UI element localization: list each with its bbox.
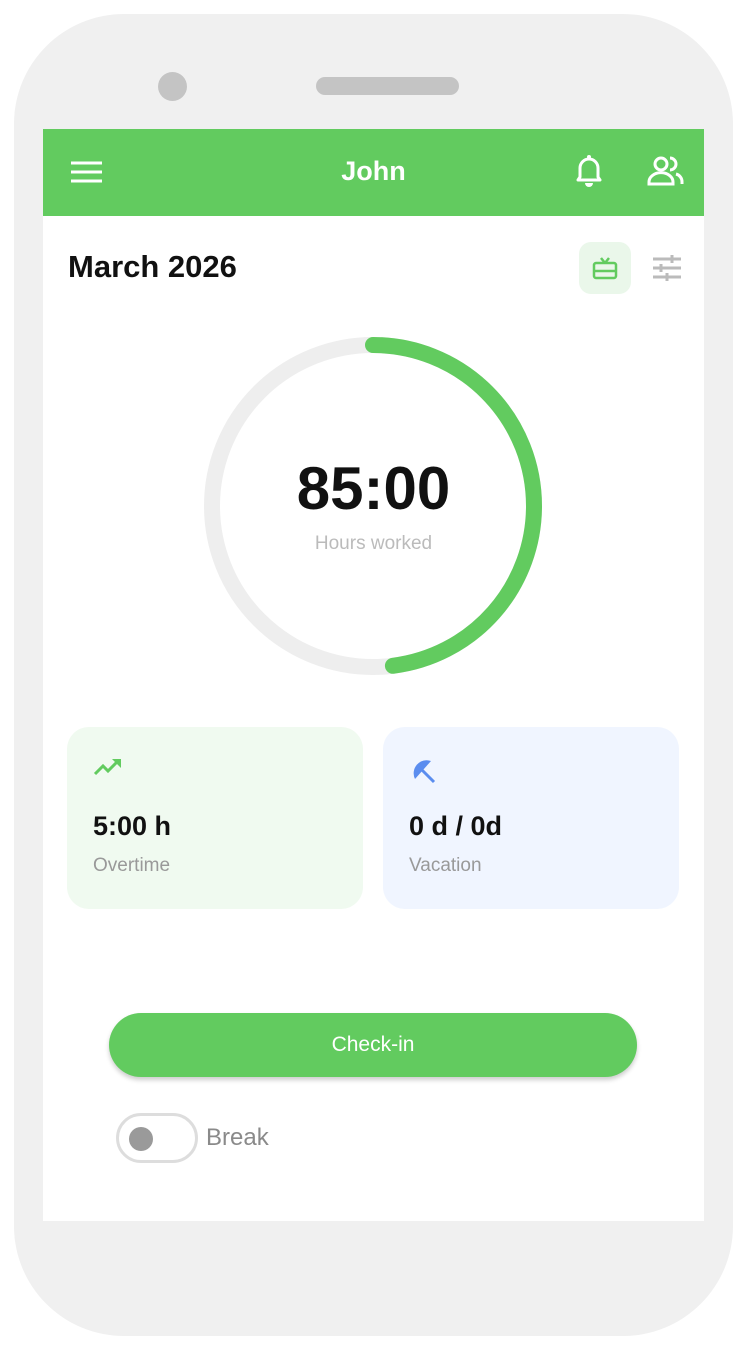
speaker [316, 77, 459, 95]
menu-icon[interactable] [71, 160, 102, 184]
gift-button[interactable] [579, 242, 631, 294]
overtime-value: 5:00 h [93, 811, 172, 841]
vacation-label: Vacation [409, 855, 482, 876]
app-bar: John [43, 129, 704, 216]
hours-worked-value: 85:00 [296, 455, 451, 522]
vacation-value: 0 d / 0d [409, 811, 503, 841]
beach-umbrella-icon [413, 760, 436, 784]
hours-worked-label: Hours worked [314, 533, 433, 554]
overtime-card[interactable]: 5:00 h Overtime [67, 727, 363, 909]
toggle-knob [129, 1127, 153, 1151]
users-icon[interactable] [647, 155, 685, 187]
break-toggle[interactable] [116, 1113, 198, 1163]
check-in-button[interactable]: Check-in [109, 1013, 637, 1077]
filter-button[interactable] [641, 242, 693, 294]
ring-progress [204, 337, 542, 675]
gift-card-icon [592, 257, 618, 280]
camera [158, 72, 187, 101]
overtime-label: Overtime [93, 855, 171, 876]
app-title: John [341, 156, 406, 186]
break-label: Break [206, 1124, 269, 1151]
hours-progress-ring [204, 337, 542, 675]
sliders-icon [653, 255, 681, 281]
vacation-card[interactable]: 0 d / 0d Vacation [383, 727, 679, 909]
bell-icon[interactable] [574, 154, 604, 188]
trending-up-icon [93, 759, 121, 776]
app-screen: John March 2026 85:00 Hours worked 5:00 … [43, 129, 704, 1221]
month-title: March 2026 [68, 249, 237, 284]
